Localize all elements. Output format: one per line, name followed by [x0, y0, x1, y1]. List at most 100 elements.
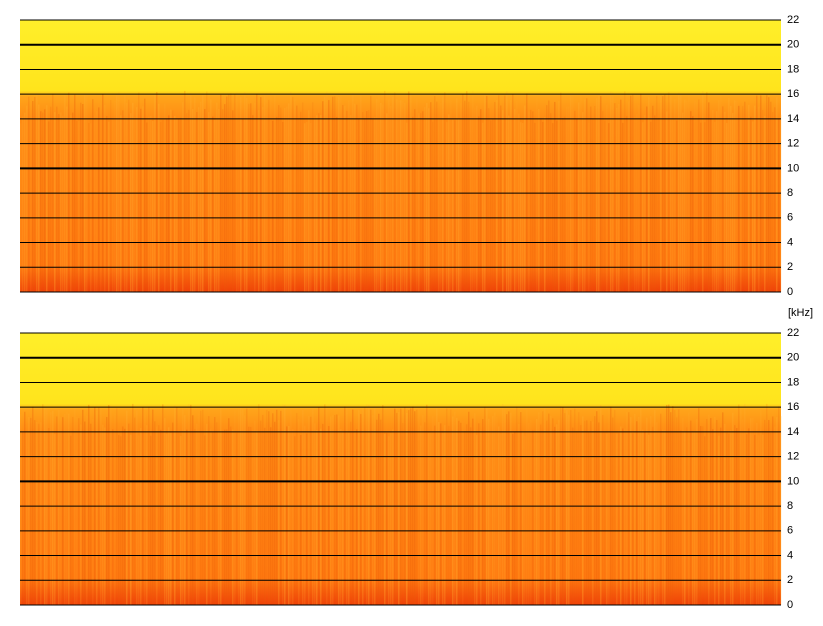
texture-streak: [322, 101, 324, 292]
texture-streak: [440, 102, 442, 293]
texture-streak: [566, 106, 568, 292]
texture-streak: [126, 103, 128, 292]
texture-streak: [524, 105, 526, 292]
texture-streak: [324, 96, 326, 292]
texture-streak: [664, 430, 666, 605]
texture-streak: [246, 408, 248, 605]
texture-streak: [198, 107, 200, 292]
texture-streak: [692, 431, 694, 605]
texture-streak: [632, 433, 634, 605]
texture-streak: [202, 409, 204, 605]
texture-streak: [644, 115, 646, 293]
texture-streak: [542, 411, 544, 605]
texture-streak: [712, 429, 714, 605]
texture-streak: [456, 417, 458, 605]
texture-streak: [168, 427, 170, 605]
y-tick-label: 8: [787, 187, 793, 199]
texture-streak: [646, 106, 648, 292]
texture-streak: [474, 107, 476, 293]
texture-streak: [458, 118, 460, 292]
texture-streak: [248, 426, 250, 605]
texture-streak: [266, 409, 268, 605]
texture-streak: [122, 426, 124, 605]
texture-streak: [656, 422, 658, 605]
texture-streak: [284, 404, 286, 605]
texture-streak: [374, 116, 376, 292]
texture-streak: [214, 416, 216, 605]
texture-streak: [142, 106, 144, 293]
texture-streak: [404, 102, 406, 292]
texture-streak: [156, 426, 158, 605]
texture-streak: [624, 428, 626, 605]
y-axis-label: [kHz]: [788, 307, 813, 319]
texture-streak: [416, 409, 418, 605]
texture-streak: [602, 415, 604, 605]
texture-streak: [648, 96, 650, 292]
texture-streak: [424, 422, 426, 605]
texture-streak: [514, 108, 516, 293]
texture-streak: [224, 104, 226, 293]
texture-streak: [770, 101, 772, 293]
texture-streak: [454, 411, 456, 605]
texture-streak: [62, 417, 64, 605]
texture-streak: [206, 423, 208, 605]
texture-streak: [86, 415, 88, 605]
texture-streak: [472, 90, 474, 292]
texture-streak: [634, 414, 636, 605]
texture-streak: [684, 431, 686, 605]
texture-streak: [442, 96, 444, 292]
texture-streak: [464, 430, 466, 605]
texture-streak: [386, 432, 388, 605]
texture-streak: [312, 102, 314, 292]
spectrogram-area: [20, 333, 781, 605]
texture-streak: [396, 412, 398, 605]
texture-streak: [734, 100, 736, 292]
texture-streak: [562, 117, 564, 292]
texture-streak: [582, 416, 584, 605]
texture-streak: [168, 115, 170, 293]
texture-streak: [486, 408, 488, 605]
texture-streak: [542, 121, 544, 292]
texture-streak: [170, 432, 172, 605]
texture-streak: [516, 100, 518, 293]
texture-streak: [584, 99, 586, 292]
texture-streak: [722, 412, 724, 605]
texture-streak: [716, 419, 718, 605]
texture-streak: [604, 120, 606, 292]
texture-streak: [242, 408, 244, 605]
texture-streak: [352, 409, 354, 605]
texture-streak: [628, 412, 630, 605]
texture-streak: [528, 422, 530, 605]
texture-streak: [278, 105, 280, 293]
texture-streak: [208, 416, 210, 605]
texture-streak: [222, 109, 224, 292]
texture-streak: [552, 123, 554, 292]
texture-streak: [762, 109, 764, 292]
texture-streak: [652, 426, 654, 605]
texture-streak: [356, 429, 358, 605]
texture-streak: [150, 435, 152, 605]
texture-streak: [60, 112, 62, 293]
texture-streak: [534, 122, 536, 292]
texture-streak: [582, 112, 584, 292]
texture-streak: [20, 414, 22, 605]
texture-streak: [644, 432, 646, 605]
texture-streak: [528, 111, 530, 292]
texture-streak: [752, 417, 754, 605]
texture-streak: [440, 423, 442, 605]
texture-streak: [196, 112, 198, 292]
texture-streak: [494, 412, 496, 605]
texture-streak: [368, 110, 370, 292]
texture-streak: [638, 104, 640, 292]
texture-streak: [626, 411, 628, 605]
texture-streak: [316, 430, 318, 605]
texture-streak: [342, 105, 344, 292]
texture-streak: [628, 101, 630, 292]
texture-streak: [642, 429, 644, 605]
texture-streak: [572, 92, 574, 293]
texture-streak: [486, 95, 488, 293]
texture-streak: [594, 106, 596, 292]
texture-streak: [70, 115, 72, 292]
texture-streak: [56, 106, 58, 292]
